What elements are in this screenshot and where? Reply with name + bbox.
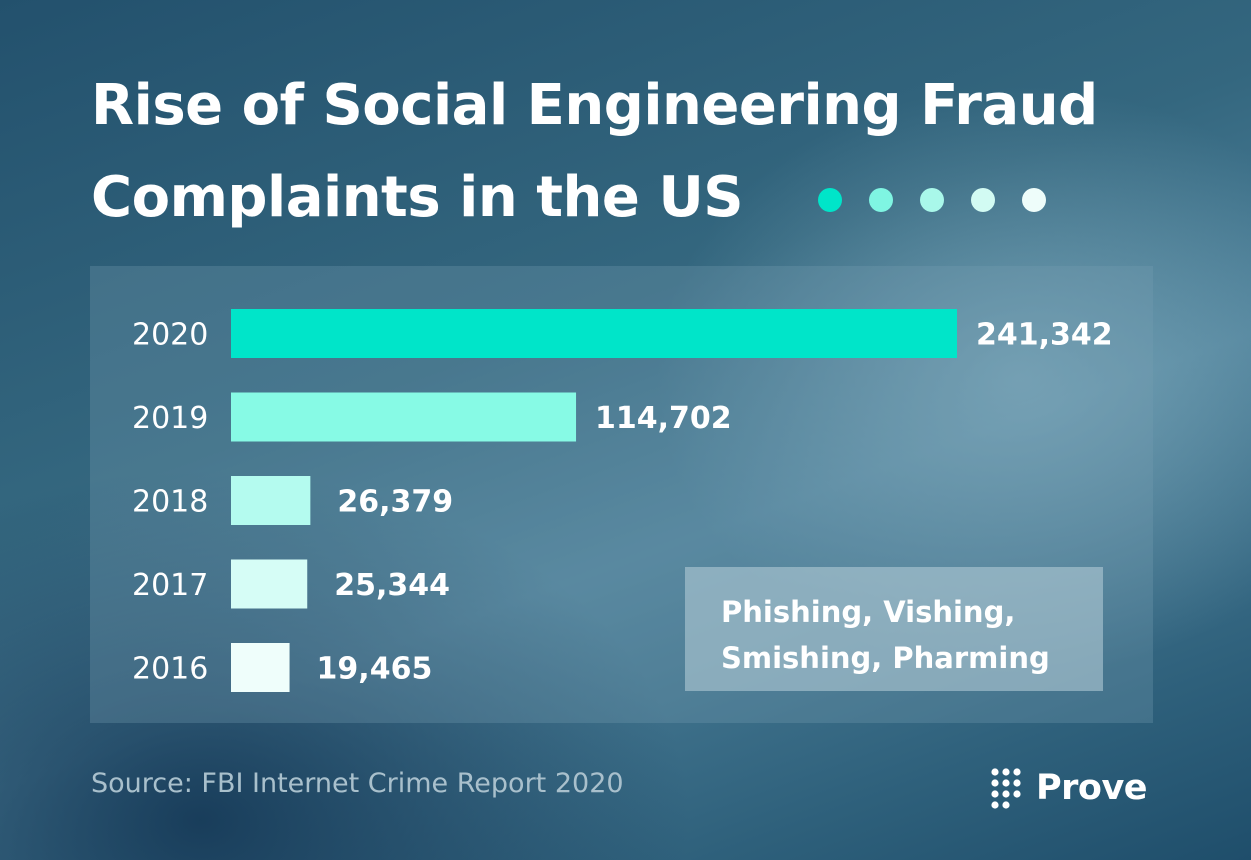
fraud-types-callout: Phishing, Vishing, Smishing, Pharming: [685, 567, 1103, 691]
logo-text: Prove: [1036, 768, 1148, 808]
value-label: 19,465: [317, 652, 433, 687]
prove-dots-icon: [991, 768, 1021, 809]
logo-dot: [991, 768, 999, 776]
year-label: 2020: [132, 318, 208, 353]
bar-2020: [231, 309, 957, 358]
callout-line-1: Phishing, Vishing,: [721, 595, 1016, 629]
decorative-dot: [1022, 188, 1046, 212]
year-label: 2018: [132, 485, 208, 520]
bar-2016: [231, 643, 290, 692]
logo-dot: [1013, 779, 1021, 787]
bar-2019: [231, 392, 577, 442]
year-label: 2019: [132, 401, 208, 436]
logo-dot: [991, 790, 999, 798]
logo-dot: [1002, 768, 1010, 776]
chart-title-line-1: Rise of Social Engineering Fraud: [91, 73, 1098, 138]
decorative-dot: [920, 188, 944, 212]
value-label: 114,702: [595, 401, 732, 436]
logo-dot: [991, 779, 999, 787]
year-label: 2016: [132, 652, 208, 687]
bar-2018: [231, 476, 311, 525]
year-label: 2017: [132, 568, 208, 603]
value-label: 25,344: [334, 568, 450, 603]
value-label: 26,379: [337, 485, 453, 520]
decorative-dot: [971, 188, 995, 212]
chart-title-line-2: Complaints in the US: [91, 165, 744, 230]
logo-dot: [1013, 790, 1021, 798]
logo-dot: [1002, 779, 1010, 787]
bar-chart: 2020 241,342 2019 114,702 2018 26,379 2017 25,3…: [132, 309, 1113, 692]
value-label: 241,342: [976, 318, 1113, 353]
logo-dot: [1002, 801, 1010, 809]
source-note: Source: FBI Internet Crime Report 2020: [91, 768, 624, 799]
callout-line-2: Smishing, Pharming: [721, 641, 1050, 675]
chart-title: Rise of Social Engineering Fraud Complai…: [91, 60, 1098, 244]
decorative-dot: [818, 188, 842, 212]
prove-logo: Prove: [990, 766, 1148, 810]
logo-dot: [1013, 768, 1021, 776]
decorative-dot: [869, 188, 893, 212]
logo-dot: [1002, 790, 1010, 798]
logo-dot: [991, 801, 999, 809]
bar-2017: [231, 559, 308, 609]
